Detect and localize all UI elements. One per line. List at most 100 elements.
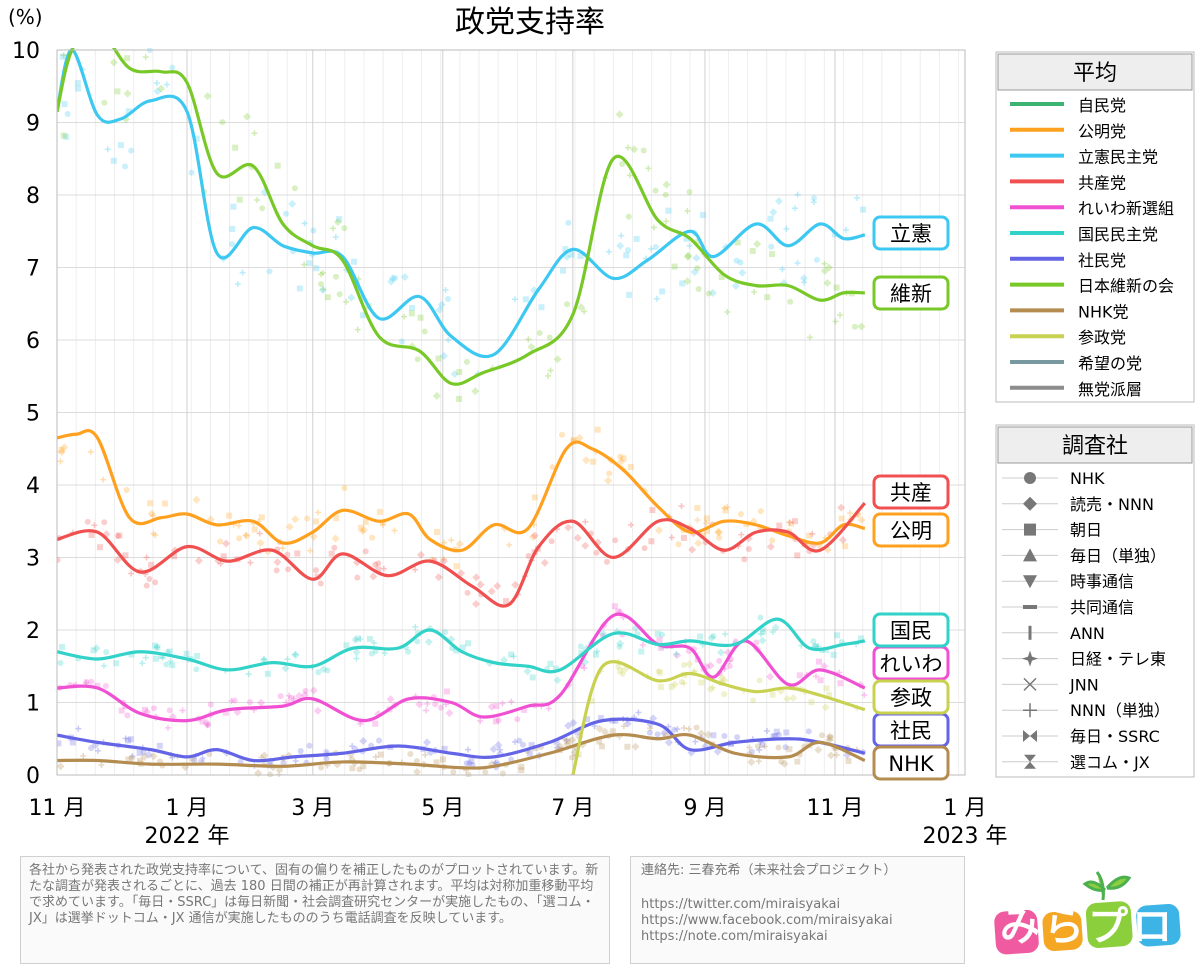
series-label-rikken: 立憲 [872,215,950,251]
poll-marker [465,746,472,753]
poll-marker [199,718,206,725]
poll-marker [147,20,155,28]
poll-marker [681,661,688,668]
series-line-reiwa [57,612,866,723]
poll-marker [102,682,109,689]
poll-marker [370,639,377,646]
x-tick-label: 1 月 [944,796,987,821]
poll-marker [297,748,304,755]
poll-marker [624,144,631,151]
poll-marker [57,556,61,563]
poll-marker [845,758,852,765]
poll-marker [94,682,101,689]
poll-marker [654,630,661,637]
poll-marker [476,580,485,589]
series-label-ishin: 維新 [872,275,950,311]
poll-marker [761,743,768,750]
poll-marker [302,687,309,694]
poll-marker [593,648,600,655]
poll-marker [359,528,366,535]
poll-marker [103,649,110,656]
poll-marker [450,768,457,775]
poll-marker [441,539,448,546]
poll-marker [57,740,62,747]
poll-marker [734,734,741,741]
poll-marker [163,661,170,668]
poll-marker [455,539,464,548]
poll-marker [624,247,631,254]
poll-marker [64,110,71,117]
poll-marker [620,455,627,462]
series-label-komei: 公明 [872,512,950,548]
poll-marker [376,508,383,515]
poll-marker [125,737,132,744]
poll-marker [860,206,867,213]
x-tick-label: 7 月 [551,796,594,821]
poll-marker [813,256,820,263]
poll-marker [814,745,823,754]
poll-marker [362,518,369,525]
poll-marker [757,614,764,621]
poll-marker [617,453,624,460]
poll-marker [703,663,710,670]
contact-link-twitter[interactable]: https://twitter.com/miraisyakai [641,897,841,912]
poll-marker [369,534,376,541]
poll-marker [90,647,97,654]
poll-marker [330,225,337,232]
poll-marker [100,476,107,483]
poll-marker [274,162,281,169]
poll-marker [88,678,95,685]
poll-marker [675,541,682,548]
poll-marker [745,546,752,553]
pollster-marker-square [1024,523,1036,536]
poll-marker [400,273,409,282]
poll-marker [198,759,205,766]
x-tick-label: 11 月 [29,796,86,821]
poll-marker [369,572,378,581]
poll-marker [783,225,790,232]
poll-marker [833,751,840,758]
x-tick-label: 11 月 [806,796,863,821]
poll-marker [421,328,428,335]
poll-marker [440,756,447,763]
series-label-kyosan: 共産 [872,474,950,510]
poll-marker [545,705,552,712]
poll-marker [681,724,688,731]
y-tick-label: 9 [26,112,40,137]
poll-marker [493,703,500,710]
poll-marker [493,582,502,591]
contact-link-facebook[interactable]: https://www.facebook.com/miraisyakai [641,913,893,928]
x-tick-label: 9 月 [683,796,726,821]
poll-marker [823,279,832,288]
poll-marker [59,53,66,60]
poll-marker [760,629,767,636]
poll-marker [372,753,379,760]
poll-marker [318,764,325,771]
poll-marker [417,314,424,321]
poll-marker [652,187,659,194]
poll-marker [757,630,764,637]
poll-marker [432,701,439,708]
poll-marker [236,522,243,529]
poll-marker [819,732,826,739]
poll-marker [236,196,243,203]
poll-marker [754,743,761,750]
poll-marker [158,653,165,660]
series-label-text: 社民 [890,719,932,743]
poll-marker [88,531,95,538]
poll-marker [328,550,335,557]
poll-marker [306,742,313,749]
poll-marker [57,660,64,667]
poll-marker [306,260,313,267]
contact-link-note[interactable]: https://note.com/miraisyakai [641,929,828,944]
poll-marker [101,519,108,526]
poll-marker [619,670,626,677]
poll-marker [152,642,159,649]
poll-marker [766,542,775,551]
poll-marker [668,534,675,541]
poll-marker [623,252,630,259]
poll-marker [117,142,124,149]
poll-marker [685,725,692,732]
